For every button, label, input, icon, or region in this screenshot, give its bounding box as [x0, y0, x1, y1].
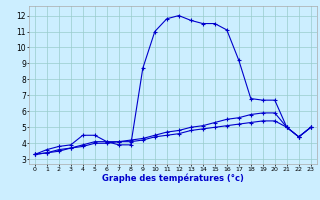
X-axis label: Graphe des températures (°c): Graphe des températures (°c) — [102, 173, 244, 183]
